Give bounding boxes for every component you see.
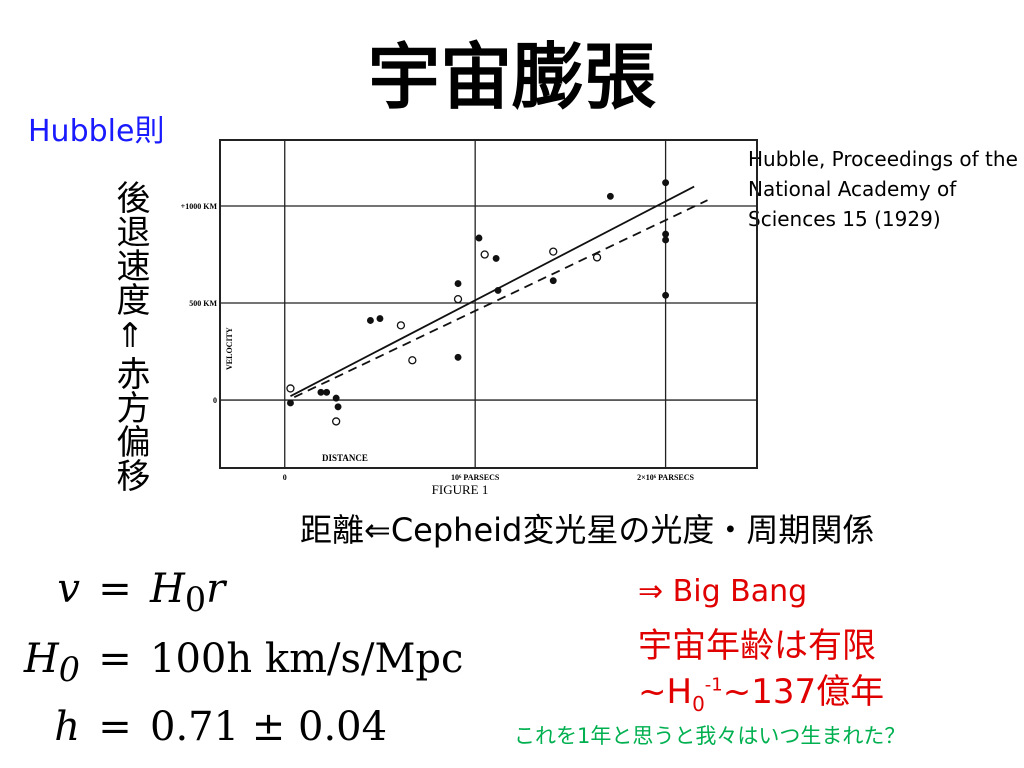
filled-point — [662, 230, 670, 238]
open-point — [592, 253, 602, 262]
x-label: DISTANCE — [322, 453, 368, 463]
age-sub: 0 — [692, 691, 705, 716]
open-point — [549, 247, 558, 256]
filled-point — [323, 388, 331, 396]
filled-point — [454, 280, 462, 288]
age-prefix: ~H — [638, 672, 693, 712]
subtitle: Hubble則 — [28, 114, 165, 149]
rhs: 100h km/s/Mpc — [150, 636, 464, 682]
filled-point — [475, 234, 483, 242]
filled-point — [662, 291, 670, 299]
rhs-rest: r — [206, 566, 226, 612]
age: ~H0-1~137億年 — [638, 664, 884, 716]
filled-point — [287, 399, 294, 407]
caption: FIGURE 1 — [432, 482, 489, 497]
conclusion: 宇宙年齢は有限 — [638, 626, 876, 666]
y-tick-label: +1000 KM — [181, 202, 218, 211]
filled-point — [492, 254, 500, 262]
question: これを1年と思うと我々はいつ生まれた？ — [514, 724, 906, 748]
fit-line — [290, 185, 695, 397]
filled-point — [366, 317, 374, 324]
rhs: H — [150, 566, 185, 612]
y-label: VELOCITY — [225, 327, 234, 370]
rhs-sub: 0 — [184, 580, 207, 619]
open-point — [286, 384, 295, 393]
hubble-figure: DISTANCE VELOCITY FIGURE 1 +1000 KM 500 K… — [181, 139, 758, 497]
x-tick-label: 10⁶ PARSECS — [451, 473, 500, 482]
conclusion: ⇒ Big Bang — [638, 574, 808, 609]
open-point — [453, 294, 463, 304]
filled-point — [549, 277, 557, 285]
rel: = — [98, 566, 132, 612]
x-tick-label: 2×10⁶ PARSECS — [637, 473, 694, 482]
lhs-sub: 0 — [58, 650, 80, 689]
title: 宇宙膨張 — [367, 35, 656, 119]
x-tick-label: 0 — [283, 473, 287, 482]
filled-point — [334, 403, 342, 411]
filled-point — [317, 388, 325, 396]
filled-point — [662, 236, 670, 244]
rhs: 0.71 ± 0.04 — [150, 704, 388, 750]
filled-point — [332, 394, 340, 402]
lhs: v — [57, 566, 80, 612]
age-sup: -1 — [704, 674, 723, 696]
filled-point — [376, 315, 384, 323]
filled-point — [606, 192, 614, 200]
open-point — [408, 356, 417, 365]
lhs: h — [54, 704, 80, 750]
age-suffix: ~137億年 — [722, 672, 885, 712]
distance-note: 距離⇐Cepheid変光星の光度・周期関係 — [300, 511, 875, 549]
rel: = — [98, 636, 132, 682]
frame — [219, 139, 758, 469]
y-tick-label: 500 KM — [189, 299, 217, 308]
citation: Hubble, Proceedings of the National Acad… — [748, 147, 1018, 231]
equation: v = H0r — [10, 566, 225, 619]
filled-point — [494, 286, 502, 294]
open-point — [332, 417, 341, 426]
equation: h = 0.71 ± 0.04 — [10, 704, 387, 750]
equation: H0 = 100h km/s/Mpc — [0, 636, 464, 689]
filled-point — [662, 179, 670, 187]
rel: = — [98, 704, 132, 750]
fit-line — [293, 199, 708, 398]
lhs: H — [23, 636, 59, 682]
filled-point — [454, 353, 462, 361]
open-point — [396, 321, 406, 330]
y-tick-label: 0 — [213, 396, 217, 405]
open-point — [480, 250, 489, 259]
vertical-label: 後退速度⇑赤方偏移 — [110, 180, 150, 492]
